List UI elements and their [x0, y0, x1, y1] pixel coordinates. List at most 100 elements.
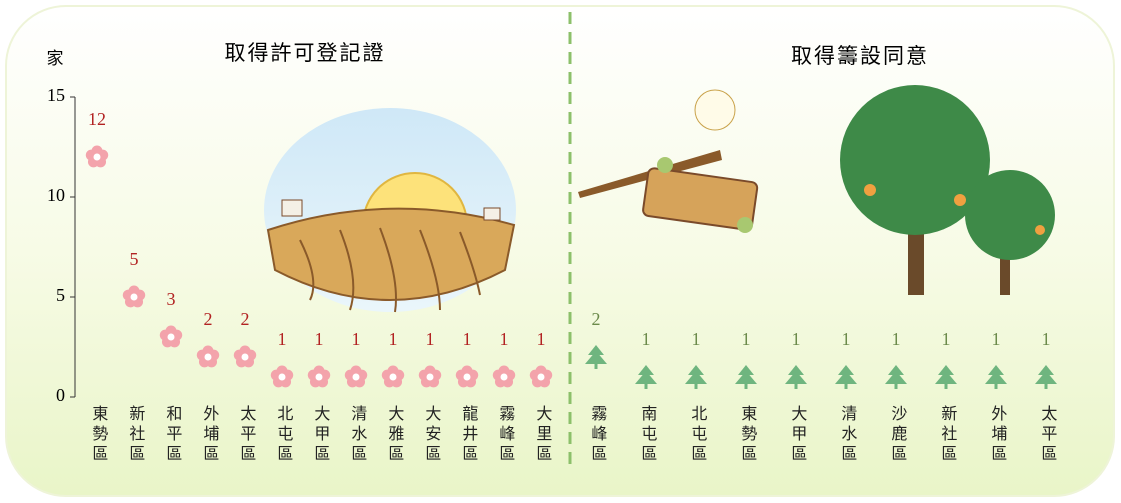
tree-trunk	[694, 384, 698, 389]
tree-marker	[685, 365, 707, 389]
category-label: 和平區	[163, 405, 182, 465]
tree-trunk	[794, 384, 798, 389]
tree-bottom	[835, 371, 857, 384]
data-label: 1	[352, 329, 361, 349]
category-label: 霧峰區	[588, 405, 607, 465]
category-label: 沙鹿區	[888, 405, 907, 465]
data-label: 1	[537, 329, 546, 349]
category-label: 霧峰區	[496, 405, 515, 465]
flower-center	[204, 353, 212, 361]
y-tick-label: 0	[56, 385, 65, 405]
tree-top	[1038, 365, 1054, 375]
tree-top	[838, 365, 854, 375]
farm-sign-illustration	[578, 89, 759, 233]
tree-bottom	[585, 351, 607, 364]
flower-marker	[381, 365, 405, 388]
category-label: 東勢區	[738, 405, 757, 465]
tree-marker	[885, 365, 907, 389]
category-label: 新社區	[126, 405, 145, 465]
data-label: 1	[992, 329, 1001, 349]
tree-top	[888, 365, 904, 375]
tree-top	[788, 365, 804, 375]
data-label: 1	[463, 329, 472, 349]
category-label: 龍井區	[459, 405, 478, 465]
tree-bottom	[1035, 371, 1057, 384]
category-label: 大甲區	[788, 405, 807, 465]
tree-top	[688, 365, 704, 375]
tree-trunk	[594, 364, 598, 369]
data-label: 1	[389, 329, 398, 349]
tree-bottom	[935, 371, 957, 384]
category-label: 太平區	[237, 405, 256, 465]
flower-marker	[196, 345, 220, 368]
data-label: 1	[842, 329, 851, 349]
data-label: 1	[1042, 329, 1051, 349]
y-tick-label: 10	[47, 185, 65, 205]
tree-bottom	[685, 371, 707, 384]
flower-marker	[492, 365, 516, 388]
tree-top	[988, 365, 1004, 375]
data-label: 1	[792, 329, 801, 349]
tree-bottom	[785, 371, 807, 384]
data-label: 1	[942, 329, 951, 349]
flower-marker	[455, 365, 479, 388]
tree-trunk	[744, 384, 748, 389]
data-label: 3	[167, 289, 176, 309]
data-label: 1	[500, 329, 509, 349]
tree-trunk	[844, 384, 848, 389]
flower-center	[167, 333, 175, 341]
tree-marker	[735, 365, 757, 389]
category-label: 新社區	[938, 405, 957, 465]
flower-marker	[233, 345, 257, 368]
flower-marker	[159, 325, 183, 348]
data-label: 2	[592, 309, 601, 329]
category-label: 大里區	[533, 405, 552, 465]
category-label: 南屯區	[638, 405, 657, 465]
tree-bottom	[735, 371, 757, 384]
data-label: 1	[892, 329, 901, 349]
flower-marker	[418, 365, 442, 388]
flower-center	[278, 373, 286, 381]
flower-marker	[270, 365, 294, 388]
category-label: 清水區	[838, 405, 857, 465]
flower-center	[426, 373, 434, 381]
tree-bottom	[885, 371, 907, 384]
flower-center	[537, 373, 545, 381]
category-label: 外埔區	[200, 405, 219, 465]
y-tick-label: 15	[47, 85, 65, 105]
tree-marker	[835, 365, 857, 389]
category-label: 北屯區	[274, 405, 293, 465]
y-tick-label: 5	[56, 285, 65, 305]
tree-bottom	[985, 371, 1007, 384]
category-label: 清水區	[348, 405, 367, 465]
category-label: 大安區	[422, 405, 441, 465]
category-label: 太平區	[1038, 405, 1057, 465]
y-axis-label: 家	[47, 49, 64, 68]
tree-marker	[935, 365, 957, 389]
flower-center	[463, 373, 471, 381]
mango-tree-illustration	[840, 85, 1055, 295]
flower-marker	[344, 365, 368, 388]
tree-trunk	[644, 384, 648, 389]
tree-top	[588, 345, 604, 355]
data-label: 12	[88, 109, 106, 129]
flower-marker	[85, 145, 109, 168]
tree-marker	[635, 365, 657, 389]
data-label: 2	[241, 309, 250, 329]
flower-center	[352, 373, 360, 381]
tree-marker	[585, 345, 607, 369]
data-label: 1	[315, 329, 324, 349]
flower-center	[389, 373, 397, 381]
flower-center	[241, 353, 249, 361]
category-label: 外埔區	[988, 405, 1007, 465]
tree-marker	[1035, 365, 1057, 389]
category-label: 北屯區	[688, 405, 707, 465]
flower-center	[315, 373, 323, 381]
tree-top	[638, 365, 654, 375]
chart-title: 取得籌設同意	[791, 44, 929, 68]
tree-trunk	[894, 384, 898, 389]
chart-title: 取得許可登記證	[225, 41, 386, 65]
tree-trunk	[944, 384, 948, 389]
flower-marker	[307, 365, 331, 388]
